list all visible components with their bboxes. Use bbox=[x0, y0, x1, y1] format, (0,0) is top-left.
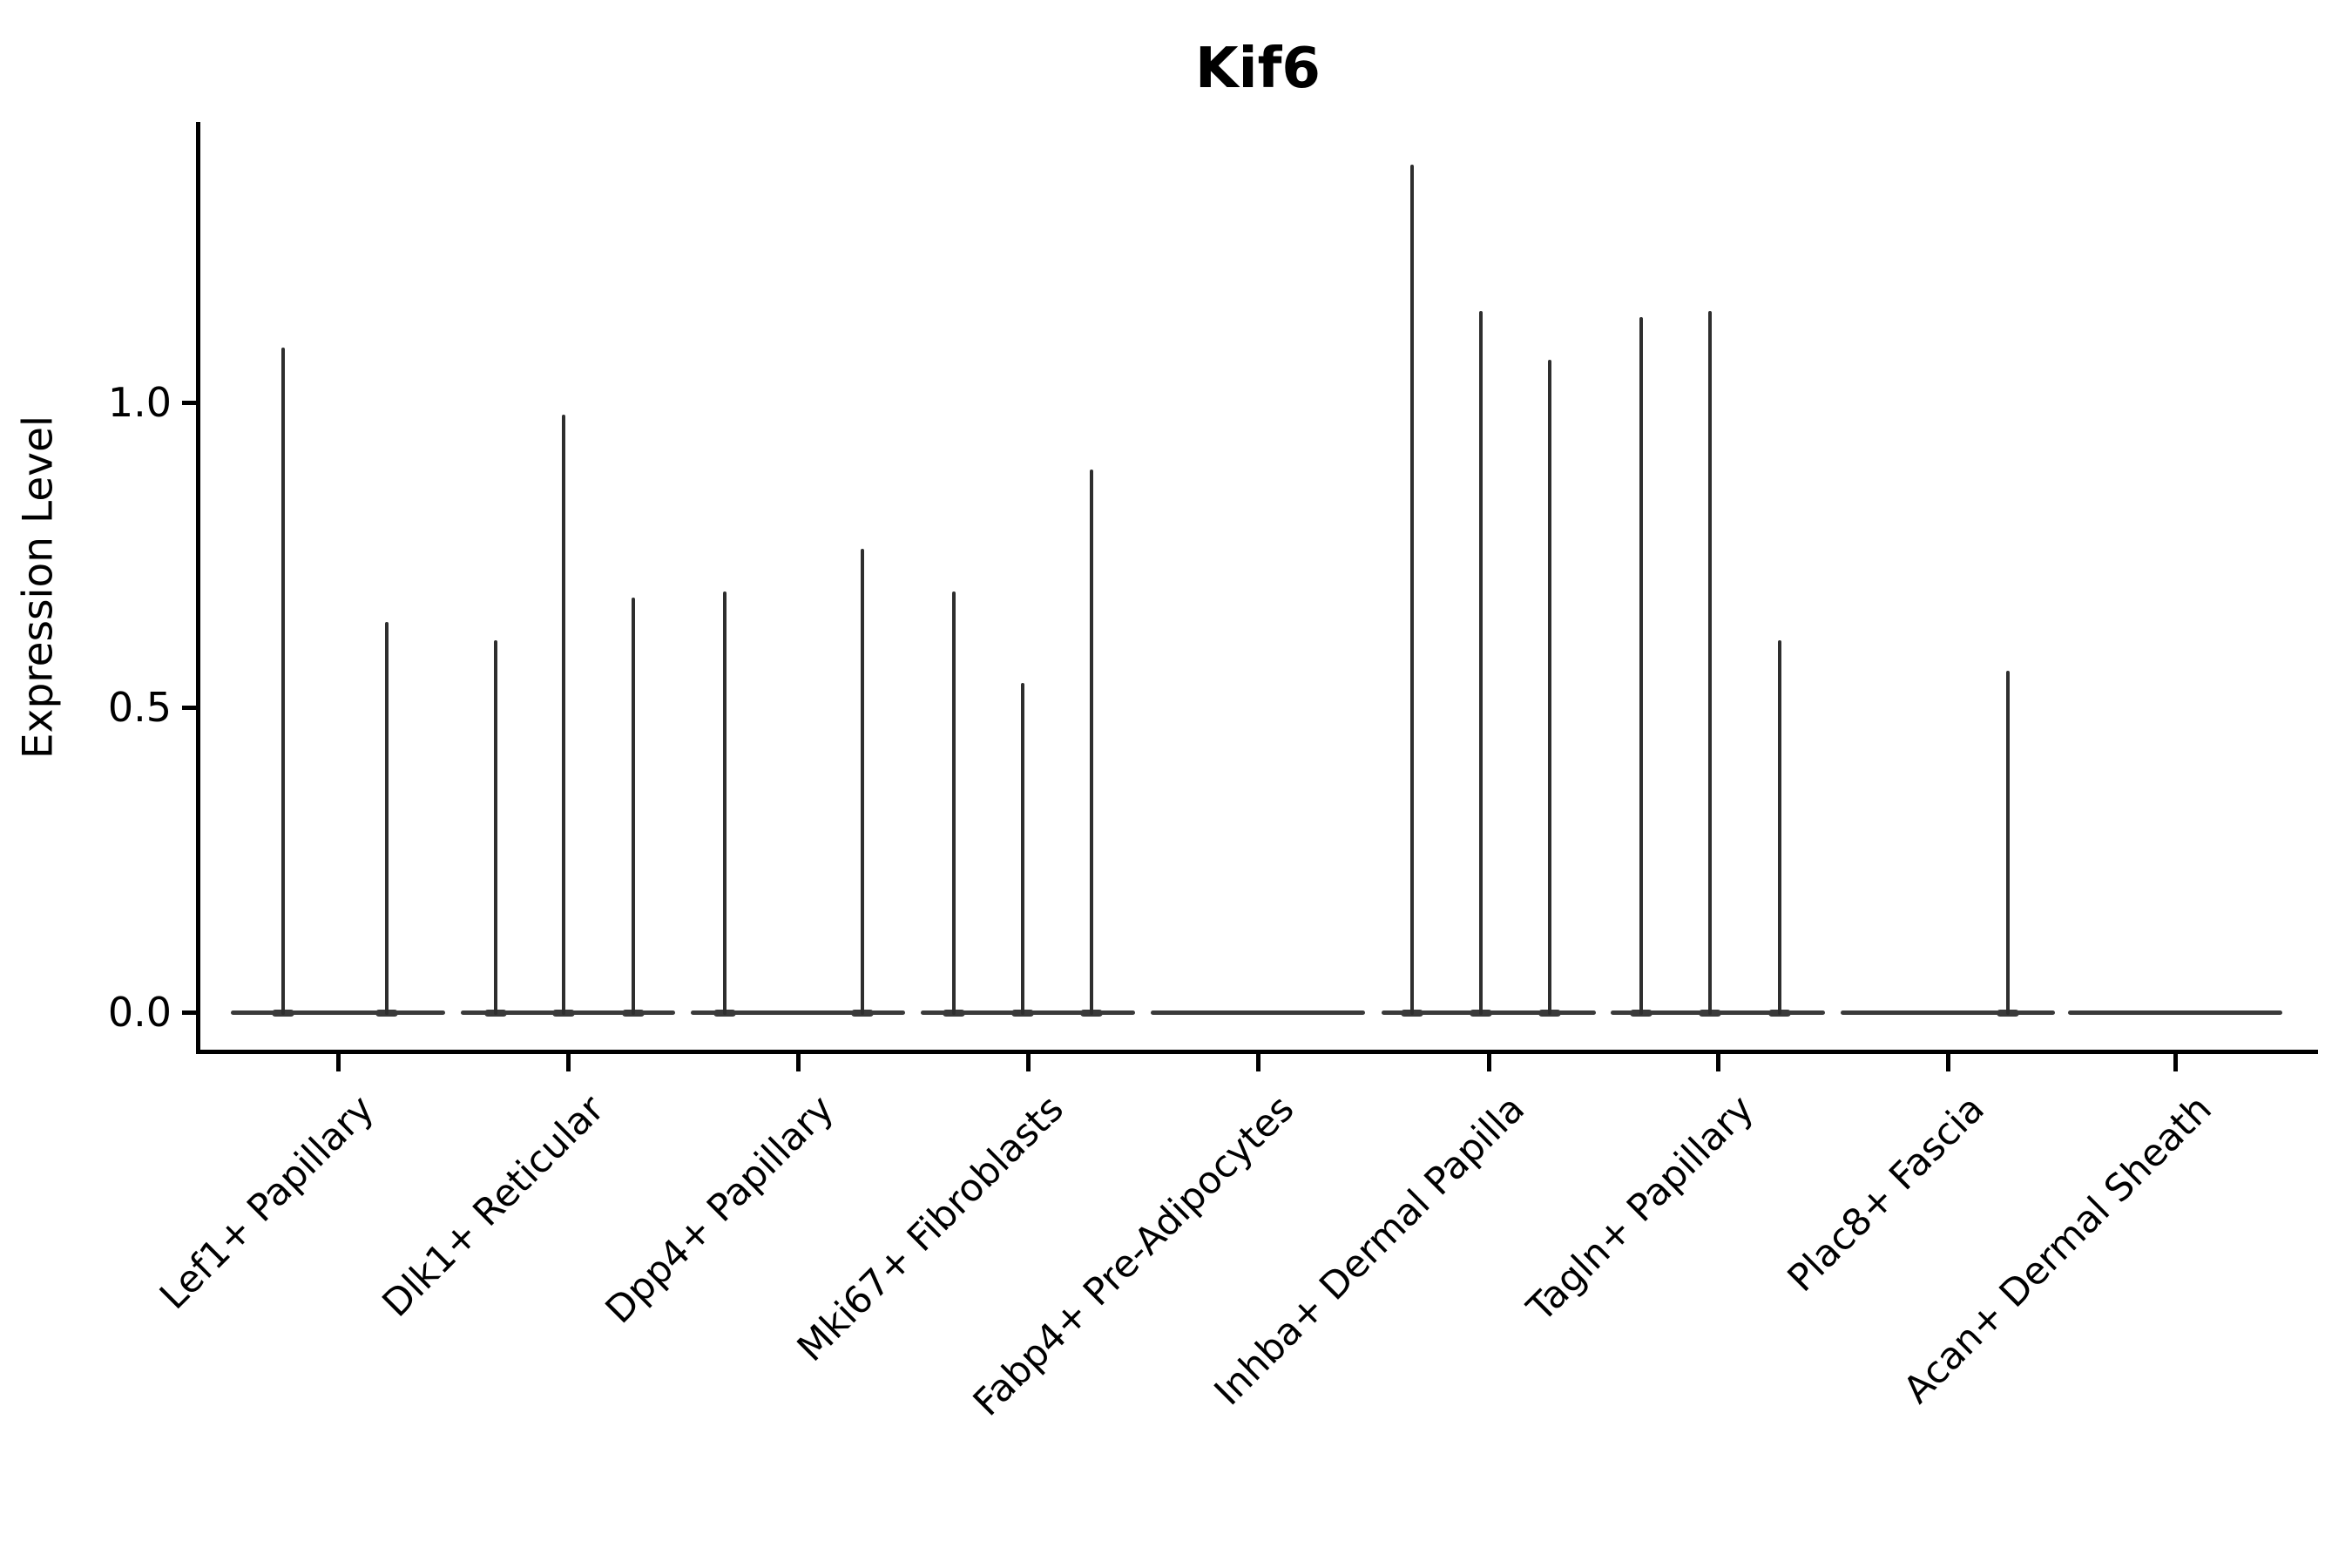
y-axis-label: Expression Level bbox=[14, 415, 63, 760]
violin-spike bbox=[1548, 360, 1551, 1015]
y-tick-mark bbox=[182, 1010, 196, 1015]
violin-baseline bbox=[231, 1010, 445, 1015]
violin-spike bbox=[952, 591, 956, 1015]
x-tick-label: Dpp4+ Papillary bbox=[598, 1087, 843, 1333]
violin-spike bbox=[2006, 671, 2010, 1015]
y-tick-mark bbox=[182, 401, 196, 405]
x-tick-mark bbox=[1487, 1053, 1491, 1071]
x-tick-mark bbox=[336, 1053, 341, 1071]
violin-spike bbox=[1410, 165, 1414, 1015]
violin-baseline bbox=[691, 1010, 905, 1015]
x-axis-spine bbox=[196, 1050, 2318, 1054]
x-tick-label: Tagln+ Papillary bbox=[1519, 1087, 1763, 1331]
violin-baseline bbox=[2068, 1010, 2282, 1015]
x-tick-label: Plac8+ Fascia bbox=[1779, 1087, 1993, 1301]
violin-spike bbox=[1021, 683, 1024, 1015]
x-tick-mark bbox=[796, 1053, 801, 1071]
violin-spike bbox=[1090, 470, 1093, 1015]
x-tick-mark bbox=[1716, 1053, 1720, 1071]
violin-spike bbox=[281, 348, 285, 1015]
violin-spike bbox=[1708, 311, 1712, 1015]
chart-title: Kif6 bbox=[1195, 37, 1321, 101]
violin-spike bbox=[494, 640, 497, 1015]
violin-spike bbox=[861, 549, 864, 1015]
violin-spike bbox=[723, 591, 727, 1015]
y-axis-spine bbox=[196, 122, 200, 1054]
violin-spike bbox=[1479, 311, 1483, 1015]
violin-spike bbox=[1639, 317, 1643, 1015]
violin-baseline bbox=[1151, 1010, 1365, 1015]
violin-spike bbox=[385, 622, 389, 1015]
violin-baseline bbox=[1841, 1010, 2055, 1015]
x-tick-mark bbox=[1026, 1053, 1031, 1071]
x-tick-mark bbox=[566, 1053, 571, 1071]
y-tick-label: 0.0 bbox=[107, 989, 172, 1036]
y-tick-mark bbox=[182, 706, 196, 710]
x-tick-mark bbox=[2173, 1053, 2178, 1071]
x-tick-label: Lef1+ Papillary bbox=[152, 1087, 383, 1319]
violin-spike bbox=[562, 415, 565, 1015]
violin-spike bbox=[632, 598, 635, 1015]
x-tick-mark bbox=[1946, 1053, 1950, 1071]
y-tick-label: 1.0 bbox=[107, 379, 172, 426]
x-tick-label: Dlk1+ Reticular bbox=[374, 1087, 613, 1326]
x-tick-mark bbox=[1256, 1053, 1260, 1071]
y-tick-label: 0.5 bbox=[107, 684, 172, 731]
violin-spike bbox=[1778, 640, 1781, 1015]
